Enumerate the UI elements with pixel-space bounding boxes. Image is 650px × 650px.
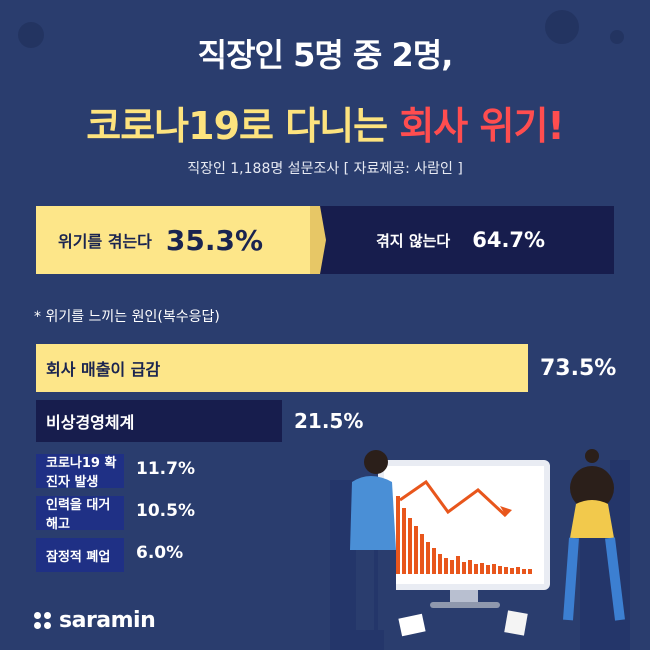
monitor-mini-bar xyxy=(408,518,412,574)
reason-bar-label: 인력을 대거 해고 xyxy=(46,498,111,532)
split-no-value: 64.7% xyxy=(472,228,546,252)
subtitle: 직장인 1,188명 설문조사 [ 자료제공: 사람인 ] xyxy=(187,161,463,177)
reason-bar: 잠정적 폐업 xyxy=(36,538,124,572)
brand-name: saramin xyxy=(59,608,156,633)
monitor-mini-bar xyxy=(414,526,418,574)
reason-bar-value: 11.7% xyxy=(136,459,195,479)
virus-decoration-icon xyxy=(18,22,44,48)
monitor-mini-bar xyxy=(474,564,478,574)
reason-bar-label: 회사 매출이 급감 xyxy=(46,360,161,379)
title-highlight: 코로나19로 다니는 xyxy=(86,104,400,148)
monitor-mini-bar xyxy=(498,566,502,574)
saramin-logo: saramin xyxy=(34,608,156,633)
reason-bar: 비상경영체계 xyxy=(36,400,282,442)
virus-decoration-icon xyxy=(610,30,624,44)
monitor-mini-bar xyxy=(438,554,442,574)
reason-bar: 인력을 대거 해고 xyxy=(36,496,124,532)
monitor-mini-bar xyxy=(420,534,424,574)
reason-bar-label: 코로나19 확진자 발생 xyxy=(46,456,117,490)
reason-bar: 코로나19 확진자 발생 xyxy=(36,454,124,490)
monitor-mini-bar xyxy=(426,542,430,574)
monitor-mini-bar xyxy=(504,567,508,574)
title-line-2: 코로나19로 다니는 회사 위기! xyxy=(0,95,650,150)
monitor-mini-bar xyxy=(402,508,406,574)
person-left-icon xyxy=(350,476,396,550)
monitor-mini-bar xyxy=(396,496,400,574)
title-emphasis: 회사 위기! xyxy=(399,104,564,148)
monitor-mini-bar xyxy=(444,558,448,574)
split-yes-label: 위기를 겪는다 xyxy=(58,232,152,251)
monitor-mini-bar xyxy=(516,567,520,574)
monitor-mini-bar xyxy=(480,563,484,574)
reasons-title: * 위기를 느끼는 원인(복수응답) xyxy=(34,309,220,325)
monitor-mini-bar xyxy=(522,569,526,574)
virus-decoration-icon xyxy=(545,10,579,44)
monitor-mini-bar xyxy=(468,560,472,574)
monitor-mini-bar xyxy=(456,556,460,574)
title-line-1: 직장인 5명 중 2명, xyxy=(197,36,454,74)
split-yes-value: 35.3% xyxy=(165,223,264,257)
split-fold-decoration xyxy=(310,206,326,274)
monitor-mini-bar xyxy=(528,569,532,574)
split-no-label: 겪지 않는다 xyxy=(376,231,451,250)
reason-bar-label: 비상경영체계 xyxy=(46,413,135,432)
monitor-mini-bar xyxy=(462,562,466,574)
monitor-mini-bar xyxy=(486,565,490,574)
split-yes-bar: 위기를 겪는다 35.3% xyxy=(36,206,320,274)
reason-bar-value: 21.5% xyxy=(294,409,364,433)
reason-bar-value: 73.5% xyxy=(540,356,617,381)
monitor-mini-bar xyxy=(432,548,436,574)
reason-bar: 회사 매출이 급감 xyxy=(36,344,528,392)
person-right-icon xyxy=(570,466,614,510)
reason-bar-value: 10.5% xyxy=(136,501,195,521)
reason-bar-label: 잠정적 폐업 xyxy=(46,549,111,565)
monitor-mini-bar xyxy=(510,568,514,574)
split-no-bar: 겪지 않는다 64.7% xyxy=(320,206,614,274)
saramin-logo-icon xyxy=(34,612,51,629)
crisis-illustration xyxy=(330,449,630,650)
monitor-mini-bar xyxy=(492,564,496,574)
monitor-mini-bar xyxy=(450,560,454,574)
reason-bar-value: 6.0% xyxy=(136,543,184,563)
